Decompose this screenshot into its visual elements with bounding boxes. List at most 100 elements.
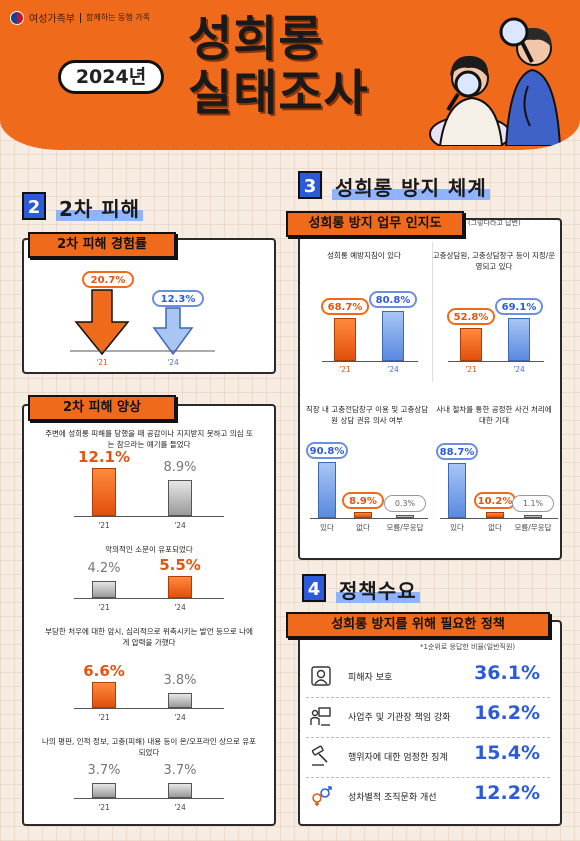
intent-category-label: 있다 [320,523,334,532]
pattern-value-label: 5.5% [159,556,201,574]
pattern-card [22,404,276,826]
awareness-bar [460,328,482,361]
intent-value-label: 1.1% [512,495,554,512]
intent-value-label: 88.7% [436,443,478,460]
brand: 여성가족부 함께하는 동행 가족 [10,10,150,25]
policy-note: *1순위로 응답한 비율(일반직원) [420,643,516,651]
awareness-year-label: '24 [513,365,525,374]
policy-value: 36.1% [474,662,540,684]
pattern-baseline [74,708,224,709]
intent-category-label: 모름/무응답 [514,523,552,532]
intent-value-label: 0.3% [384,495,426,512]
awareness-year-label: '21 [339,365,351,374]
pattern-question-4: 나의 평판, 인적 정보, 고충(피해) 내용 등이 온/오프라인 상으로 유포… [42,737,257,757]
pattern-year-label: '21 [98,803,110,812]
pattern-bar [168,692,192,708]
pattern-year-label: '24 [174,603,186,612]
pattern-baseline [74,798,224,799]
awareness-bar [334,318,356,361]
intent-value-label: 90.8% [306,441,348,459]
intent-value-label: 10.2% [474,491,516,509]
experience-2021-arrow [74,289,130,356]
pattern-baseline [74,516,224,517]
investigators-illustration [429,17,562,146]
pattern-year-label: '21 [98,603,110,612]
section-4-number: 4 [302,574,326,602]
experience-2024-label: 12.3% [152,290,204,307]
policy-label: 성차별적 조직문화 개선 [348,793,437,803]
pattern-question-3: 부당한 처우에 대한 암시, 심리적으로 위축시키는 발언 등으로 나에게 압력… [45,627,253,647]
awareness-baseline [322,361,418,362]
section-2-title-text: 2차 피해 [56,197,144,221]
awareness-chart-area: 성희롱 예방지침이 있다 고충상담원, 고충상담창구 등이 지정/운영되고 있다… [298,218,562,560]
intent-bar [524,515,542,518]
pattern-value-label: 6.6% [83,661,125,680]
pattern-bar [168,783,192,798]
brand-name: 여성가족부 [29,14,75,25]
brand-divider [80,12,81,23]
intent-bar [318,461,336,518]
pattern-chart-area: 주변에 성희롱 피해를 당했을 때 공감이나 지지받지 못하고 의심 또는 참으… [22,404,276,826]
policy-label: 피해자 보호 [348,673,393,683]
policy-value: 16.2% [474,702,540,724]
intent-bar [486,511,504,518]
header-banner: 여성가족부 함께하는 동행 가족 2024년 성희롱 실태조사 [0,0,580,150]
pattern-value-label: 3.7% [87,763,121,779]
experience-2021-label: 20.7% [82,271,134,288]
awareness-bar [382,310,404,361]
section-4-title: 정책수요 [336,575,420,604]
policy-divider [306,777,550,778]
section-2-number: 2 [22,192,46,220]
section-2-title: 2차 피해 [56,193,144,222]
awareness-divider [432,242,433,382]
policy-value: 12.2% [474,782,540,804]
policy-divider [306,737,550,738]
awareness-baseline [448,361,544,362]
awareness-value-label: 52.8% [447,308,495,326]
government-logo-icon [10,10,24,25]
gender-symbol-icon [312,786,332,806]
intent-bar [396,515,414,518]
policy-row-employer-responsibility: 사업주 및 기관장 책임 강화 16.2% [306,701,550,731]
section-3-number: 3 [298,171,322,199]
brand-slogan: 함께하는 동행 가족 [86,13,150,22]
awareness-question-2: 고충상담원, 고충상담창구 등이 지정/운영되고 있다 [432,251,556,271]
policy-row-victim-protection: 피해자 보호 36.1% [306,661,550,691]
experience-2024-arrow [152,307,194,356]
experience-year-21: '21 [96,358,108,367]
pattern-tab: 2차 피해 양상 [28,395,176,421]
pattern-value-label: 3.8% [163,672,197,688]
intent-category-label: 모름/무응답 [386,523,424,532]
intent-category-label: 없다 [488,523,502,532]
awareness-value-label: 80.8% [369,290,417,308]
pattern-bar [92,581,116,598]
discipline-icon [311,745,328,766]
pattern-year-label: '24 [174,521,186,530]
page-title: 성희롱 실태조사 [188,12,418,120]
intent-question-2: 사내 절차를 통한 공정한 사건 처리에 대한 기대 [436,405,552,425]
awareness-value-label: 69.1% [495,298,543,316]
pattern-year-label: '21 [98,521,110,530]
awareness-note: (그렇다라고 답변) [468,219,521,227]
pattern-value-label: 3.7% [163,763,197,779]
policy-divider [306,697,550,698]
victim-protection-icon [311,666,331,686]
awareness-value-label: 68.7% [321,298,369,316]
pattern-year-label: '24 [174,713,186,722]
section-3-title-text: 성희롱 방지 체계 [332,176,490,200]
policy-row-discipline: 행위자에 대한 엄정한 징계 15.4% [306,741,550,771]
experience-rate-tab: 2차 피해 경험률 [28,232,176,258]
awareness-question-1: 성희롱 예방지침이 있다 [327,251,401,260]
pattern-question-2: 악의적인 소문이 유포되었다 [105,545,193,554]
awareness-year-label: '24 [387,365,399,374]
pattern-value-label: 4.2% [87,561,121,577]
intent-bar [448,463,466,518]
pattern-year-label: '21 [98,713,110,722]
pattern-year-label: '24 [174,803,186,812]
intent-question-1: 직장 내 고충전담창구 이용 및 고충상담원 상담 권유 의사 여부 [305,405,429,425]
year-badge: 2024년 [58,60,164,94]
pattern-bar [92,681,116,708]
experience-year-24: '24 [167,358,179,367]
policy-row-gender-culture: 성차별적 조직문화 개선 12.2% [306,781,550,811]
pattern-bar [92,783,116,798]
